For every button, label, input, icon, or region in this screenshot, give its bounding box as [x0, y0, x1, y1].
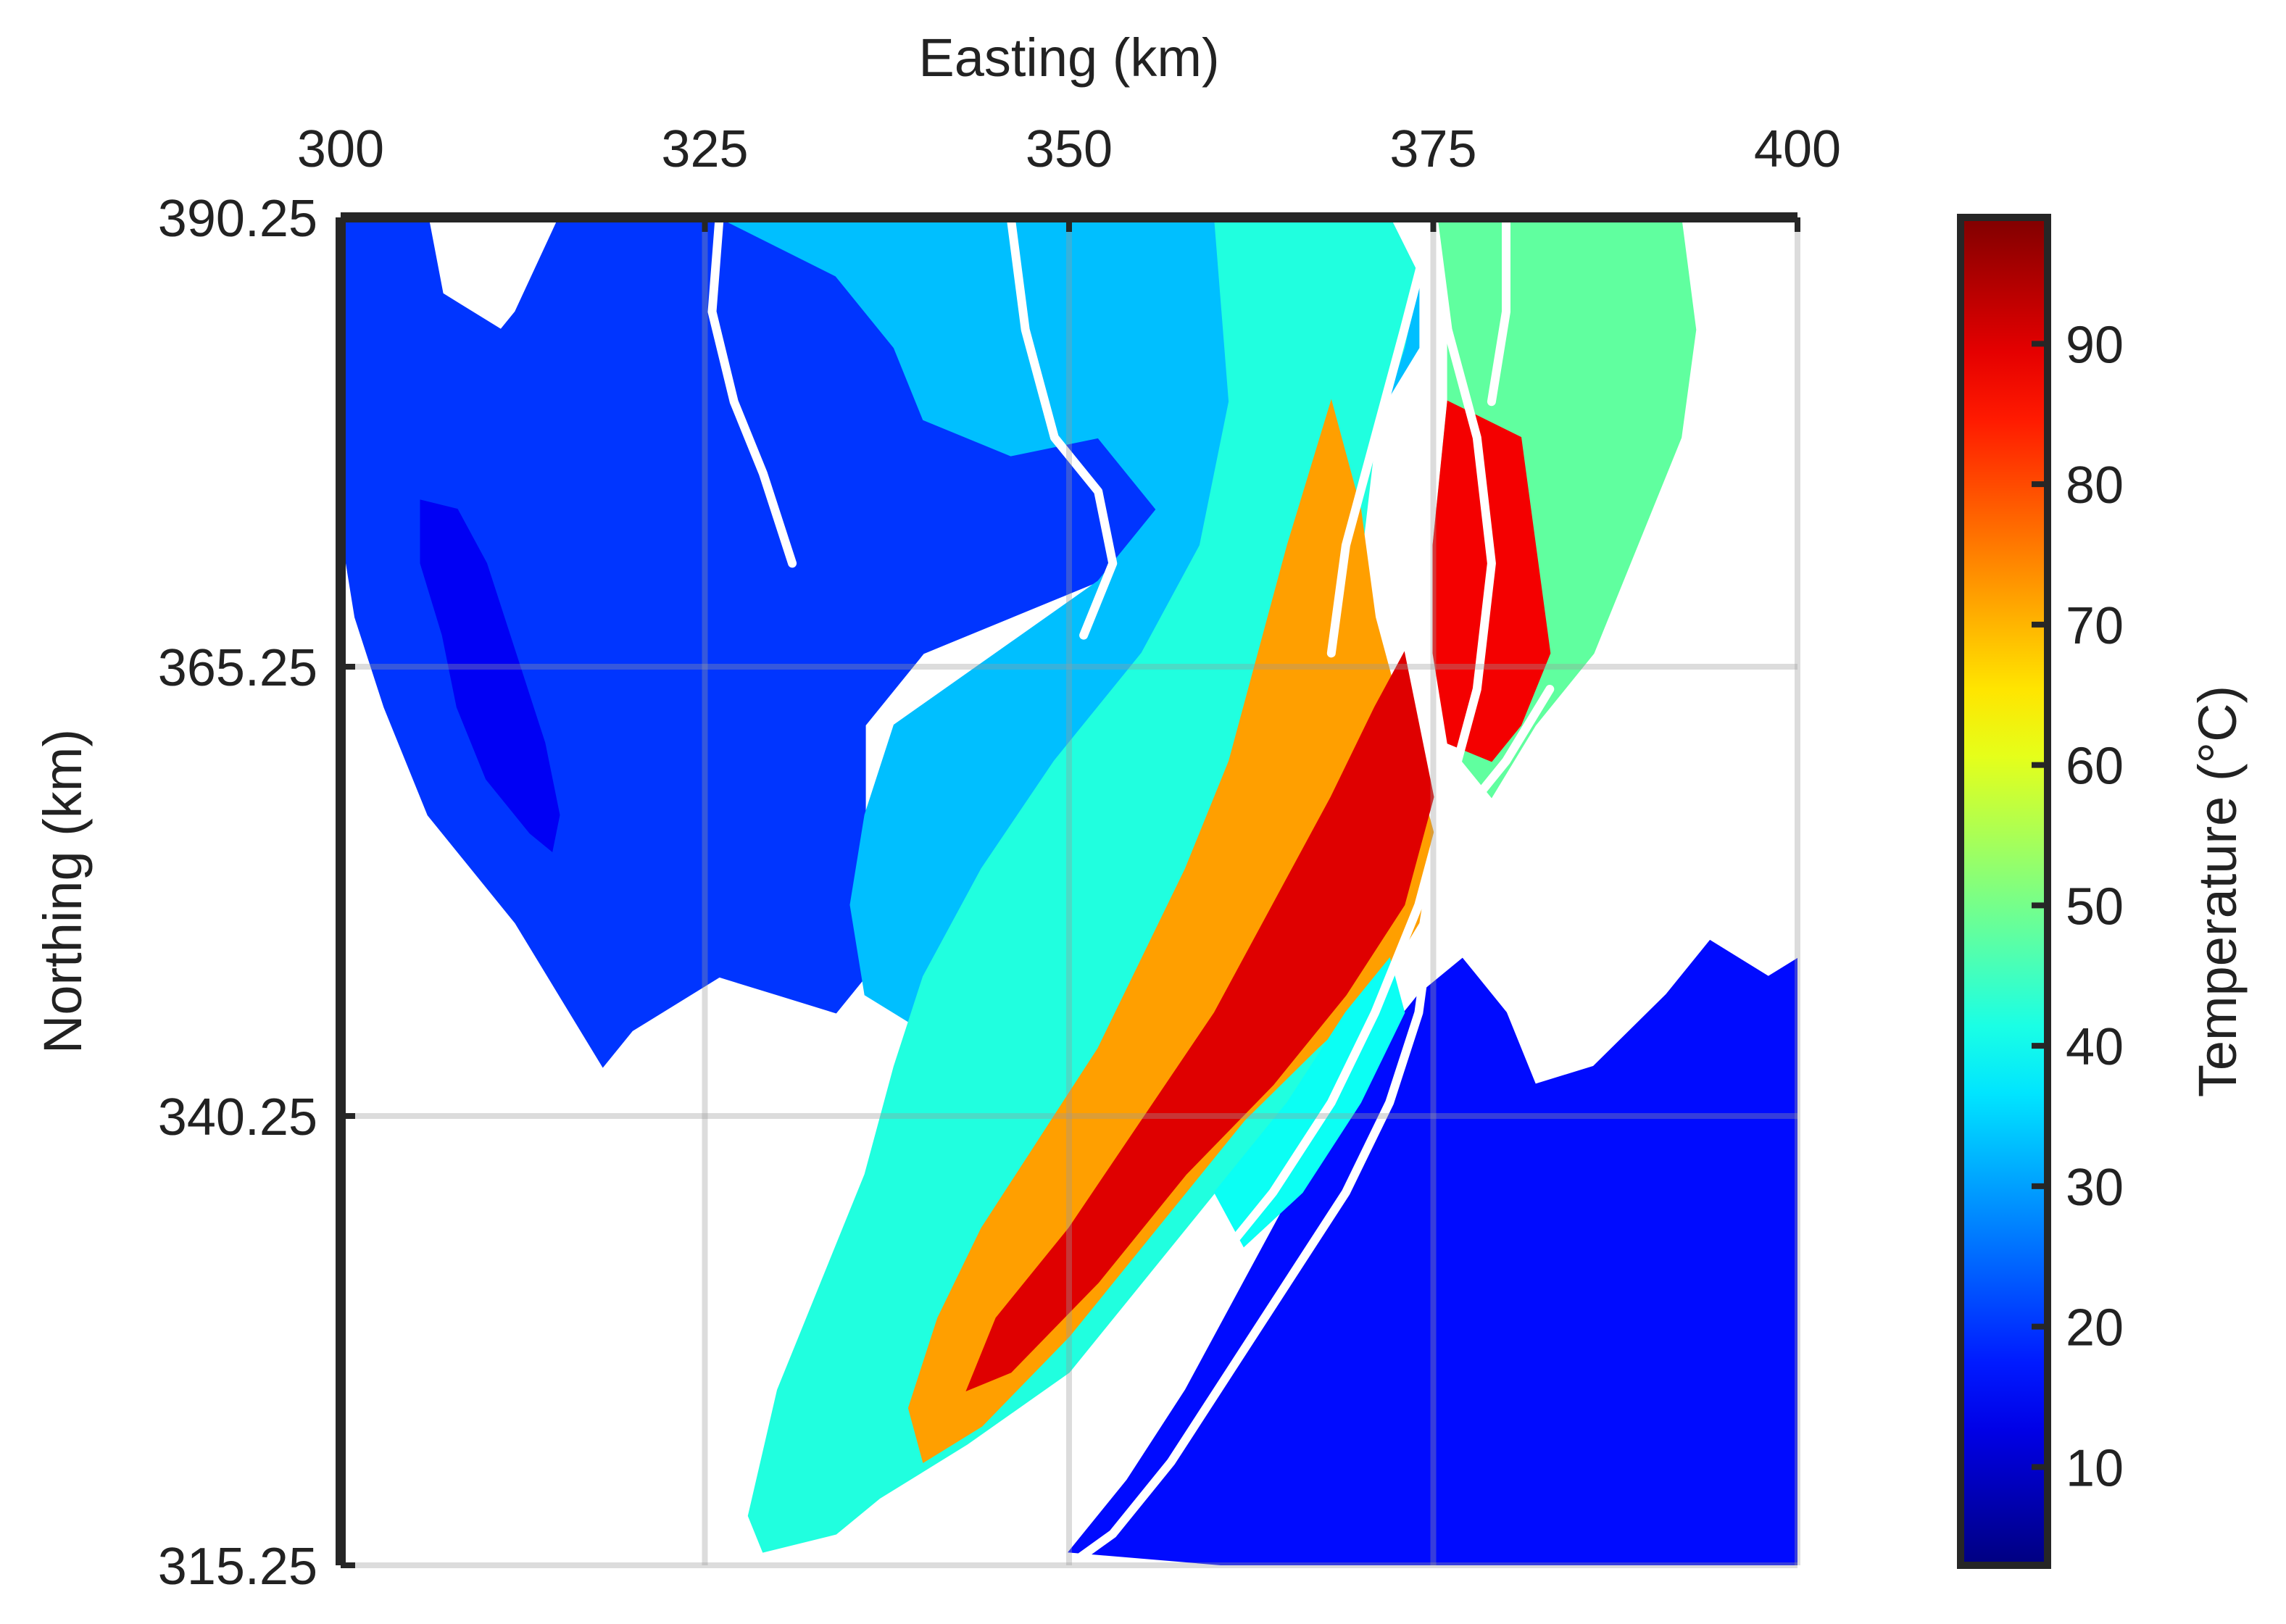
colorbar-tick-label: 20	[2066, 1299, 2124, 1357]
region-south-lowland	[1068, 939, 1797, 1565]
fault-line-5	[889, 217, 1496, 1557]
colorbar: 10 20 30 40 50 60 70 80 90 Temperature (°C)	[1957, 214, 2248, 1569]
fault-line-4	[1487, 217, 1510, 407]
region-main-trough-core	[965, 651, 1434, 1392]
colorbar-tick-label: 90	[2066, 316, 2124, 374]
y-axis-label: Northing (km)	[33, 729, 93, 1054]
y-axis-ticks: 315.25 340.25 365.25 390.25	[158, 190, 355, 1596]
y-tick-label: 365.25	[158, 639, 317, 697]
colorbar-ticks: 10 20 30 40 50 60 70 80 90	[2032, 316, 2124, 1497]
colorbar-tick-label: 70	[2066, 597, 2124, 655]
x-tick-label: 300	[297, 120, 384, 178]
x-tick-label: 350	[1026, 120, 1113, 178]
colorbar-tick-label: 10	[2066, 1439, 2124, 1497]
region-west-upland-north	[341, 217, 1157, 1068]
fault-lines	[707, 217, 1598, 1565]
x-tick-label: 400	[1754, 120, 1841, 178]
colorbar-tick-label: 80	[2066, 457, 2124, 515]
x-tick-label: 325	[661, 120, 748, 178]
y-tick-label: 315.25	[158, 1538, 317, 1596]
x-axis-label: Easting (km)	[918, 28, 1219, 88]
x-axis-ticks: 300 325 350 375 400	[297, 120, 1841, 232]
heatmap-regions	[341, 217, 1797, 1565]
fault-line-3	[1326, 217, 1438, 658]
colorbar-tick-label: 50	[2066, 878, 2124, 936]
colorbar-tick-label: 30	[2066, 1159, 2124, 1217]
fault-line-6	[1065, 685, 1555, 1565]
y-tick-label: 390.25	[158, 190, 317, 248]
heatmap-plot-area	[338, 215, 1800, 1568]
colorbar-tick-label: 40	[2066, 1018, 2124, 1076]
fault-line-7	[1429, 720, 1598, 946]
colorbar-frame	[1957, 214, 2051, 1569]
region-west-island	[420, 499, 560, 853]
fault-line-1	[707, 217, 797, 568]
fault-line-2	[1006, 217, 1118, 640]
y-tick-label: 340.25	[158, 1088, 317, 1146]
colorbar-label: Temperature (°C)	[2187, 686, 2248, 1097]
colorbar-gradient	[1961, 217, 2048, 1565]
colorbar-tick-label: 60	[2066, 738, 2124, 796]
region-southeast-strip	[1213, 957, 1405, 1248]
x-tick-label: 375	[1389, 120, 1476, 178]
